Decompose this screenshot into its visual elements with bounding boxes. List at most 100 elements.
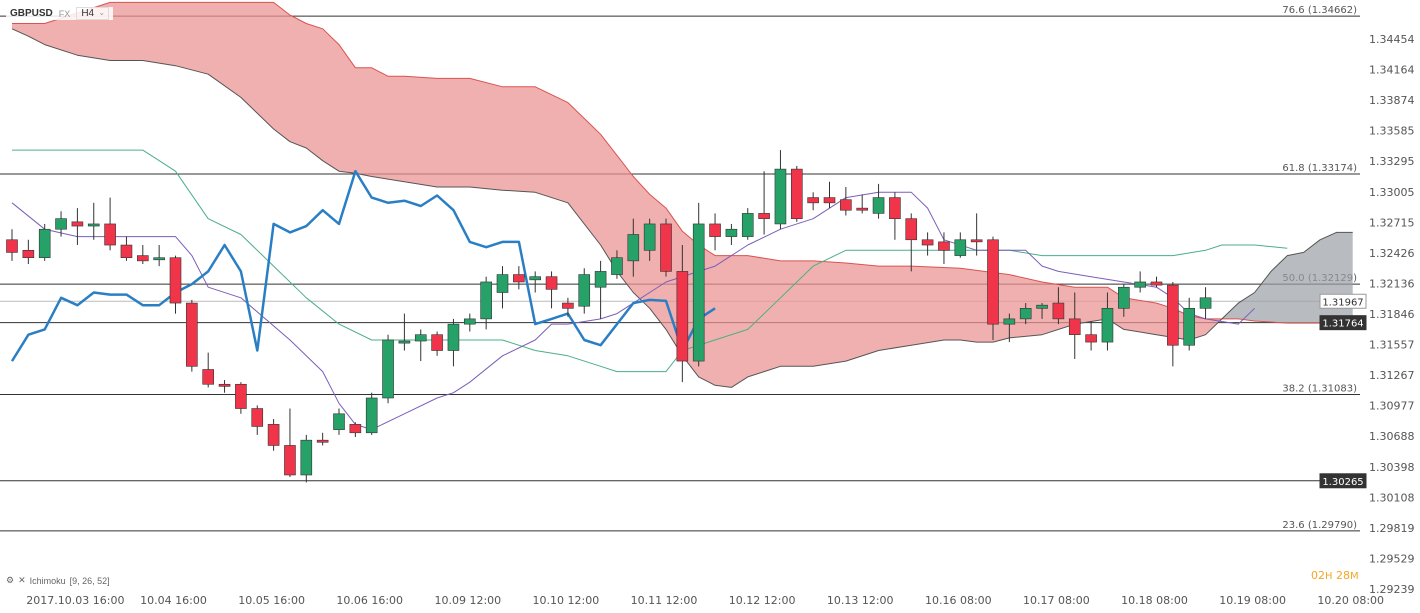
candle-body[interactable]: [1199, 297, 1212, 309]
candle-body[interactable]: [316, 439, 329, 443]
candle-body[interactable]: [676, 271, 689, 362]
candle-body[interactable]: [1036, 304, 1048, 309]
candle-body[interactable]: [741, 213, 754, 237]
candle[interactable]: [660, 218, 672, 277]
candle-body[interactable]: [790, 168, 803, 219]
candle[interactable]: [611, 250, 623, 279]
candle[interactable]: [856, 194, 869, 214]
candle-body[interactable]: [284, 445, 296, 476]
candle-body[interactable]: [611, 257, 623, 275]
candle[interactable]: [447, 318, 460, 367]
candle[interactable]: [267, 419, 280, 451]
candle-body[interactable]: [480, 281, 492, 320]
candle-body[interactable]: [856, 207, 869, 211]
candle-body[interactable]: [1101, 308, 1114, 343]
candle[interactable]: [6, 229, 18, 261]
candle[interactable]: [202, 352, 214, 388]
candle-body[interactable]: [905, 218, 918, 241]
candle[interactable]: [692, 202, 705, 367]
candle-body[interactable]: [889, 197, 901, 219]
candle[interactable]: [349, 422, 362, 438]
candle-body[interactable]: [562, 302, 574, 309]
candle-body[interactable]: [1134, 281, 1146, 288]
candle[interactable]: [1036, 303, 1048, 319]
candle[interactable]: [709, 213, 721, 251]
candle[interactable]: [22, 239, 35, 265]
candle-body[interactable]: [431, 334, 443, 351]
candle[interactable]: [725, 223, 738, 246]
candle-body[interactable]: [660, 223, 672, 272]
candle-body[interactable]: [463, 318, 476, 325]
candle-body[interactable]: [218, 383, 231, 387]
candle[interactable]: [153, 245, 165, 267]
indicator-legend[interactable]: ⚙ ✕ Ichimoku [9, 26, 52]: [6, 575, 110, 586]
candle-body[interactable]: [643, 223, 656, 251]
candlesticks[interactable]: [6, 150, 1212, 483]
candle-body[interactable]: [235, 383, 247, 409]
candle[interactable]: [741, 208, 754, 240]
candle[interactable]: [284, 408, 296, 478]
candle-body[interactable]: [169, 257, 182, 304]
candle-body[interactable]: [725, 228, 738, 237]
candle-body[interactable]: [921, 239, 934, 246]
candle[interactable]: [120, 236, 133, 261]
candle[interactable]: [365, 392, 378, 435]
candle-body[interactable]: [954, 239, 967, 256]
candle[interactable]: [840, 187, 852, 216]
candle[interactable]: [513, 266, 525, 290]
candle[interactable]: [463, 313, 476, 332]
candle-body[interactable]: [447, 323, 460, 351]
candle-body[interactable]: [872, 197, 885, 214]
candle[interactable]: [905, 213, 918, 272]
candle[interactable]: [169, 255, 182, 314]
symbol-label[interactable]: GBPUSD: [10, 8, 53, 19]
candle[interactable]: [1003, 313, 1016, 343]
candle[interactable]: [676, 245, 689, 383]
candle[interactable]: [872, 183, 885, 219]
candle[interactable]: [954, 232, 967, 258]
candle-body[interactable]: [692, 223, 705, 362]
candle-body[interactable]: [1085, 334, 1097, 343]
candle-body[interactable]: [71, 221, 84, 227]
candle-body[interactable]: [1150, 281, 1163, 286]
candle[interactable]: [71, 208, 84, 246]
candle[interactable]: [316, 432, 329, 446]
candle[interactable]: [578, 268, 591, 314]
candle[interactable]: [790, 165, 803, 222]
time-axis[interactable]: 2017.10.03 16:00 10.04 16:00 10.05 16:00 10…: [26, 594, 1384, 607]
candle-body[interactable]: [840, 199, 852, 211]
candle[interactable]: [1068, 292, 1081, 359]
candle-body[interactable]: [6, 239, 18, 253]
candle-body[interactable]: [300, 439, 313, 476]
candle-body[interactable]: [496, 274, 509, 293]
candle-body[interactable]: [1167, 284, 1179, 346]
candle-body[interactable]: [987, 239, 999, 325]
candle[interactable]: [1118, 284, 1130, 317]
candle-body[interactable]: [823, 197, 836, 204]
candle-body[interactable]: [120, 244, 133, 258]
candle[interactable]: [38, 223, 51, 261]
candle-body[interactable]: [774, 168, 787, 225]
candle-body[interactable]: [938, 241, 950, 251]
candle-body[interactable]: [578, 274, 591, 307]
candle[interactable]: [480, 276, 492, 330]
candle[interactable]: [300, 434, 313, 483]
candle-body[interactable]: [807, 197, 819, 204]
candle[interactable]: [1183, 297, 1195, 351]
candle[interactable]: [921, 232, 934, 256]
candle-body[interactable]: [382, 339, 394, 399]
candle-body[interactable]: [709, 223, 721, 237]
candle-body[interactable]: [349, 424, 362, 434]
candle[interactable]: [431, 331, 443, 356]
candle[interactable]: [627, 218, 640, 277]
candle[interactable]: [1101, 292, 1114, 351]
candle[interactable]: [545, 271, 558, 309]
candle-body[interactable]: [529, 276, 542, 281]
candle-body[interactable]: [1052, 302, 1065, 320]
candle-body[interactable]: [267, 424, 280, 446]
candle[interactable]: [382, 334, 394, 404]
candle[interactable]: [55, 211, 67, 237]
candle[interactable]: [643, 218, 656, 261]
candle[interactable]: [414, 329, 427, 362]
